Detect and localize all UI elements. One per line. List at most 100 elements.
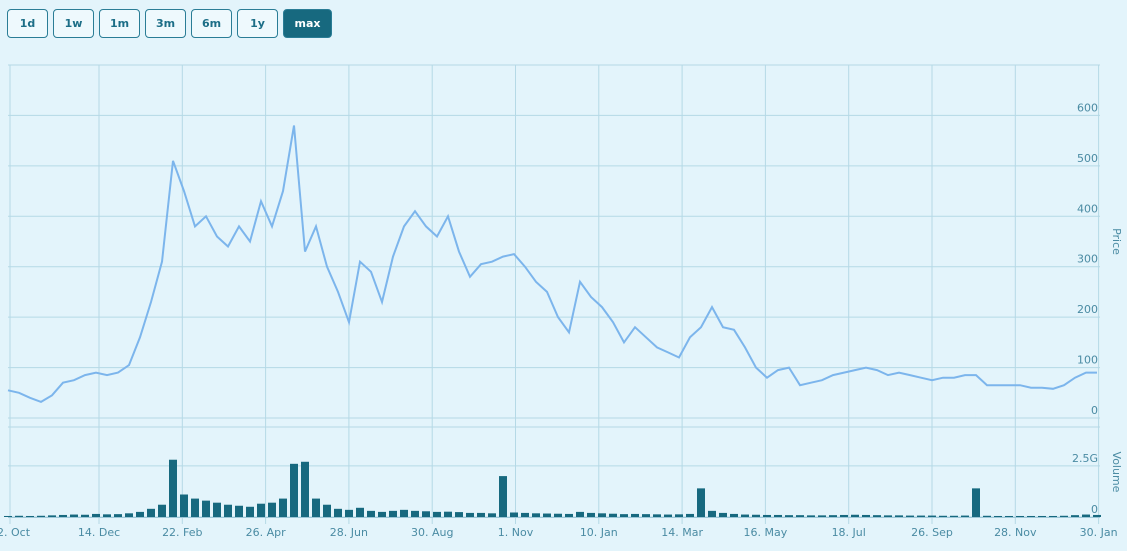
volume-bar xyxy=(895,515,903,517)
volume-bar xyxy=(279,498,287,517)
volume-bar xyxy=(521,512,529,517)
range-selector: 1d 1w 1m 3m 6m 1y max xyxy=(7,9,332,38)
volume-bar xyxy=(345,509,353,517)
volume-bar xyxy=(950,515,958,517)
volume-bar xyxy=(37,515,45,517)
price-line xyxy=(7,125,1097,404)
volume-bar xyxy=(92,513,100,517)
volume-bar xyxy=(851,514,859,517)
volume-bar xyxy=(829,515,837,517)
volume-bar xyxy=(411,510,419,517)
volume-bar xyxy=(202,500,210,517)
volume-bar xyxy=(224,504,232,517)
volume-bar xyxy=(730,513,738,517)
volume-bar xyxy=(356,507,364,517)
volume-bar xyxy=(246,506,254,517)
volume-bar xyxy=(719,512,727,517)
y-tick-label: 100 xyxy=(1077,354,1098,367)
volume-bar xyxy=(15,515,23,517)
volume-bar xyxy=(290,463,298,517)
volume-bar xyxy=(4,515,12,517)
volume-bar xyxy=(598,513,606,517)
volume-bar xyxy=(906,515,914,517)
volume-bar xyxy=(257,503,265,517)
volume-bar xyxy=(180,494,188,517)
range-button[interactable]: 1y xyxy=(237,9,278,38)
volume-bar xyxy=(697,488,705,517)
volume-bar xyxy=(213,502,221,517)
x-tick-label: 18. Jul xyxy=(832,526,866,539)
volume-bar xyxy=(554,513,562,517)
volume-bar xyxy=(873,515,881,517)
volume-bar xyxy=(708,510,716,517)
volume-bar xyxy=(367,510,375,517)
volume-bar xyxy=(477,512,485,517)
volume-bar xyxy=(840,514,848,517)
y-tick-label: 0 xyxy=(1091,503,1098,516)
y-tick-label: 400 xyxy=(1077,202,1098,215)
volume-bar xyxy=(741,514,749,517)
range-button[interactable]: 1m xyxy=(99,9,140,38)
x-tick-label: 12. Oct xyxy=(0,526,31,539)
volume-bar xyxy=(147,508,155,517)
volume-bar xyxy=(268,502,276,517)
volume-bar xyxy=(543,513,551,517)
y-tick-label: 0 xyxy=(1091,404,1098,417)
range-button[interactable]: 3m xyxy=(145,9,186,38)
volume-bar xyxy=(1071,515,1079,517)
volume-bar xyxy=(631,513,639,517)
range-button[interactable]: max xyxy=(283,9,332,38)
volume-bar xyxy=(1093,514,1101,517)
volume-bar xyxy=(1016,515,1024,517)
volume-bar xyxy=(884,515,892,517)
x-tick-label: 30. Jan xyxy=(1080,526,1118,539)
x-tick-label: 30. Aug xyxy=(411,526,453,539)
range-button[interactable]: 1d xyxy=(7,9,48,38)
volume-bar xyxy=(774,514,782,517)
y-axis-title: Price xyxy=(1110,228,1123,255)
volume-bar xyxy=(664,514,672,517)
y-tick-label: 300 xyxy=(1077,253,1098,266)
volume-bar xyxy=(323,504,331,517)
volume-bar xyxy=(620,514,628,517)
x-tick-label: 14. Mar xyxy=(661,526,703,539)
volume-bar xyxy=(312,498,320,517)
y-tick-label: 600 xyxy=(1077,101,1098,114)
x-tick-label: 26. Sep xyxy=(911,526,953,539)
volume-bar xyxy=(400,509,408,517)
volume-bar xyxy=(1049,515,1057,517)
volume-bar xyxy=(455,512,463,517)
volume-bar xyxy=(81,514,89,517)
volume-bar xyxy=(961,515,969,517)
range-button[interactable]: 6m xyxy=(191,9,232,38)
volume-bar xyxy=(675,514,683,517)
volume-bar xyxy=(488,513,496,517)
volume-bar xyxy=(983,515,991,517)
volume-bar xyxy=(70,514,78,517)
volume-bar xyxy=(1027,515,1035,517)
x-tick-label: 10. Jan xyxy=(580,526,618,539)
volume-bar xyxy=(532,513,540,517)
volume-bar xyxy=(917,515,925,517)
volume-bar xyxy=(334,508,342,517)
volume-bar xyxy=(191,498,199,517)
volume-bar xyxy=(939,515,947,517)
volume-bar xyxy=(928,515,936,517)
range-button[interactable]: 1w xyxy=(53,9,94,38)
y-tick-label: 200 xyxy=(1077,303,1098,316)
volume-bar xyxy=(565,513,573,517)
volume-bar xyxy=(653,514,661,517)
volume-bar xyxy=(785,515,793,517)
volume-bar xyxy=(1082,514,1090,517)
volume-bar xyxy=(389,510,397,517)
volume-bar xyxy=(48,515,56,517)
volume-bar xyxy=(158,504,166,517)
volume-bar xyxy=(422,511,430,517)
volume-bar xyxy=(444,511,452,517)
volume-bar xyxy=(972,488,980,517)
volume-bar xyxy=(59,514,67,517)
volume-bar xyxy=(125,513,133,517)
volume-bar xyxy=(1005,515,1013,517)
volume-bar xyxy=(433,511,441,517)
volume-bar xyxy=(587,512,595,517)
